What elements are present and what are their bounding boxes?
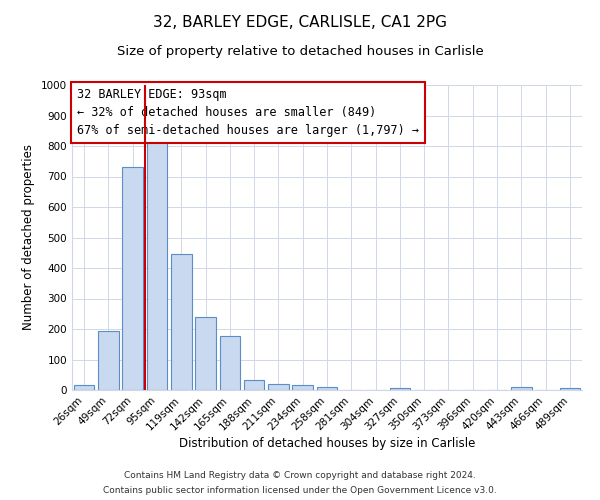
Bar bbox=[195, 318, 216, 390]
Bar bbox=[560, 388, 580, 390]
Y-axis label: Number of detached properties: Number of detached properties bbox=[22, 144, 35, 330]
Bar bbox=[268, 384, 289, 390]
Text: Contains public sector information licensed under the Open Government Licence v3: Contains public sector information licen… bbox=[103, 486, 497, 495]
Bar bbox=[511, 387, 532, 390]
Bar bbox=[220, 336, 240, 390]
Bar bbox=[292, 386, 313, 390]
Bar bbox=[146, 138, 167, 390]
Bar bbox=[171, 254, 191, 390]
Bar bbox=[122, 168, 143, 390]
Text: 32, BARLEY EDGE, CARLISLE, CA1 2PG: 32, BARLEY EDGE, CARLISLE, CA1 2PG bbox=[153, 15, 447, 30]
Bar bbox=[389, 388, 410, 390]
Bar bbox=[317, 387, 337, 390]
Text: Size of property relative to detached houses in Carlisle: Size of property relative to detached ho… bbox=[116, 45, 484, 58]
Bar bbox=[98, 330, 119, 390]
Text: 32 BARLEY EDGE: 93sqm
← 32% of detached houses are smaller (849)
67% of semi-det: 32 BARLEY EDGE: 93sqm ← 32% of detached … bbox=[77, 88, 419, 137]
Bar bbox=[244, 380, 265, 390]
Bar bbox=[74, 386, 94, 390]
Text: Contains HM Land Registry data © Crown copyright and database right 2024.: Contains HM Land Registry data © Crown c… bbox=[124, 471, 476, 480]
X-axis label: Distribution of detached houses by size in Carlisle: Distribution of detached houses by size … bbox=[179, 438, 475, 450]
